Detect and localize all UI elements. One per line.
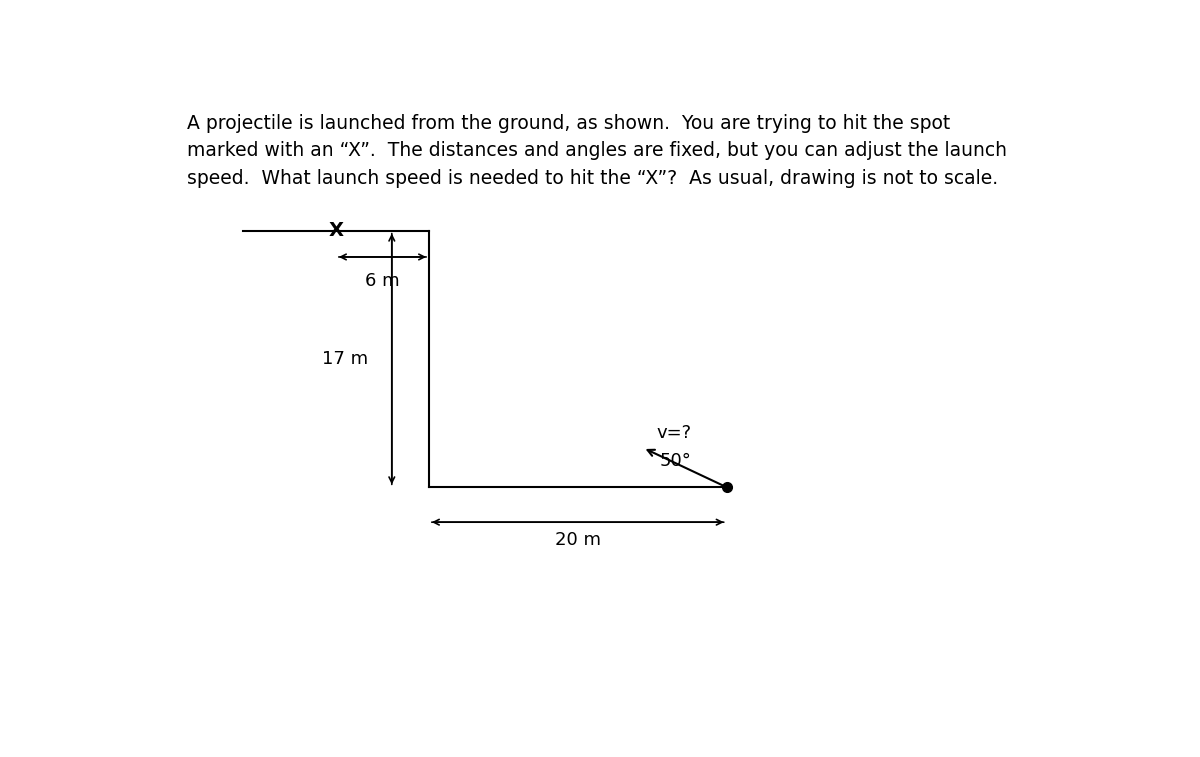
Text: 6 m: 6 m (365, 272, 400, 289)
Text: X: X (329, 221, 343, 240)
Text: A projectile is launched from the ground, as shown.  You are trying to hit the s: A projectile is launched from the ground… (187, 114, 1007, 188)
Text: 20 m: 20 m (554, 531, 601, 549)
Text: 50°: 50° (660, 452, 691, 470)
Text: 17 m: 17 m (323, 350, 368, 368)
Text: v=?: v=? (656, 424, 692, 442)
